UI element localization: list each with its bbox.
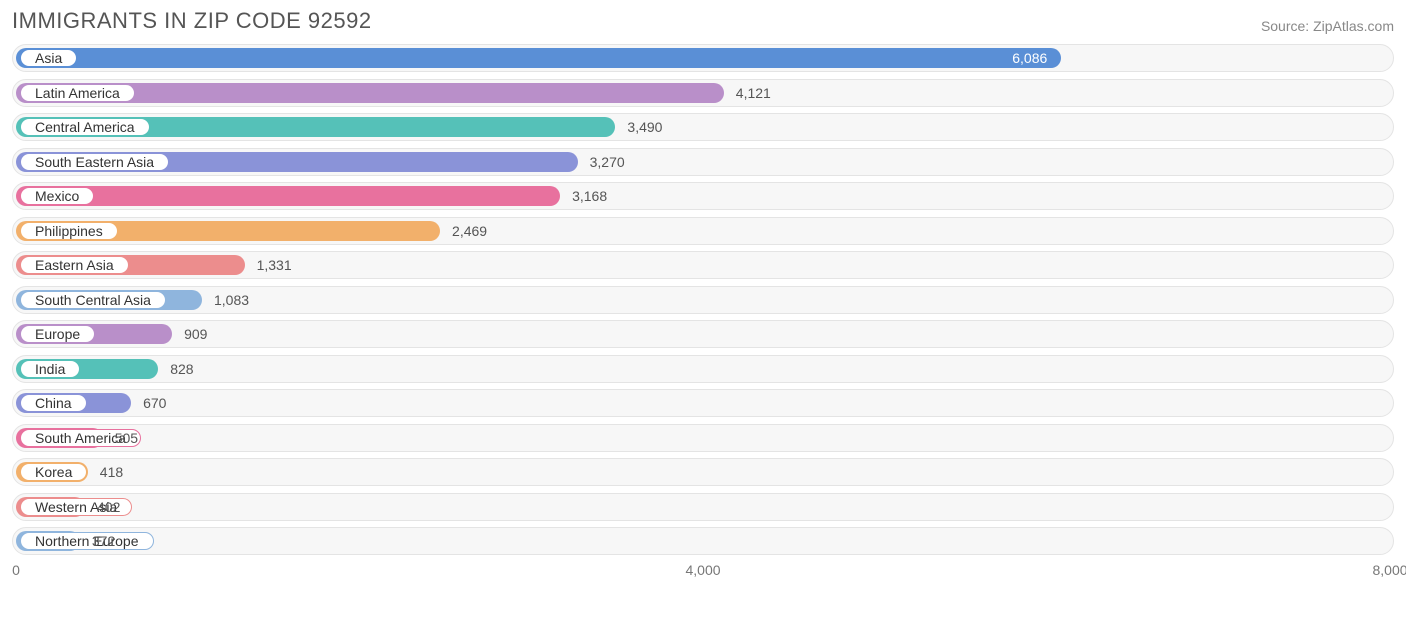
bar-category-label: Asia	[20, 49, 77, 67]
bar-row: China 670	[12, 389, 1394, 417]
bar-track	[12, 527, 1394, 555]
bar-track	[12, 320, 1394, 348]
bar-row: Northern Europe372	[12, 527, 1394, 555]
bar-track	[12, 458, 1394, 486]
bar-category-label: Latin America	[20, 84, 135, 102]
bar-value-label: 6,086	[1012, 44, 1047, 72]
bar-row: Asia 6,086	[12, 44, 1394, 72]
bar-value-label: 418	[100, 458, 123, 486]
bar-track	[12, 493, 1394, 521]
bar-row: Korea 418	[12, 458, 1394, 486]
bar-value-label: 3,490	[627, 113, 662, 141]
bar-value-label: 402	[97, 493, 120, 521]
bar-row: India 828	[12, 355, 1394, 383]
chart-container: IMMIGRANTS IN ZIP CODE 92592 Source: Zip…	[0, 0, 1406, 590]
bar-category-label: Eastern Asia	[20, 256, 129, 274]
bar-row: Europe 909	[12, 320, 1394, 348]
bar-category-label: Philippines	[20, 222, 118, 240]
bar-category-label: Mexico	[20, 187, 94, 205]
bar-category-label: Central America	[20, 118, 150, 136]
bar-track	[12, 424, 1394, 452]
chart-header: IMMIGRANTS IN ZIP CODE 92592 Source: Zip…	[12, 8, 1394, 34]
bar-value-label: 3,168	[572, 182, 607, 210]
bar-value-label: 1,083	[214, 286, 249, 314]
bar-row: South Eastern Asia 3,270	[12, 148, 1394, 176]
bar-value-label: 505	[115, 424, 138, 452]
bar-row: Central America 3,490	[12, 113, 1394, 141]
chart-plot: Asia 6,086 Latin America 4,121 Central Ameri…	[12, 44, 1394, 555]
bar-value-label: 2,469	[452, 217, 487, 245]
bar-category-label: Northern Europe	[20, 532, 154, 550]
bar-row: Eastern Asia 1,331	[12, 251, 1394, 279]
bar-row: South Central Asia 1,083	[12, 286, 1394, 314]
bar-category-label: Korea	[20, 463, 87, 481]
bar-row: Latin America 4,121	[12, 79, 1394, 107]
bar-value-label: 1,331	[257, 251, 292, 279]
bar-category-label: South Eastern Asia	[20, 153, 169, 171]
bar-fill	[16, 186, 560, 206]
bar-row: Mexico 3,168	[12, 182, 1394, 210]
bar-category-label: China	[20, 394, 87, 412]
bar-track	[12, 355, 1394, 383]
bar-value-label: 828	[170, 355, 193, 383]
bar-category-label: South Central Asia	[20, 291, 166, 309]
bar-fill	[16, 48, 1061, 68]
bar-value-label: 670	[143, 389, 166, 417]
bar-row: Western Asia402	[12, 493, 1394, 521]
bar-value-label: 3,270	[590, 148, 625, 176]
bar-track	[12, 389, 1394, 417]
bar-category-label: Europe	[20, 325, 95, 343]
bar-category-label: India	[20, 360, 80, 378]
bar-row: South America505	[12, 424, 1394, 452]
chart-source: Source: ZipAtlas.com	[1261, 18, 1394, 34]
x-axis: 04,0008,000	[12, 562, 1394, 586]
bar-value-label: 909	[184, 320, 207, 348]
x-axis-tick: 0	[12, 562, 20, 578]
x-axis-tick: 8,000	[1372, 562, 1406, 578]
bar-value-label: 372	[92, 527, 115, 555]
bar-row: Philippines 2,469	[12, 217, 1394, 245]
chart-title: IMMIGRANTS IN ZIP CODE 92592	[12, 8, 372, 34]
bar-value-label: 4,121	[736, 79, 771, 107]
x-axis-tick: 4,000	[685, 562, 720, 578]
